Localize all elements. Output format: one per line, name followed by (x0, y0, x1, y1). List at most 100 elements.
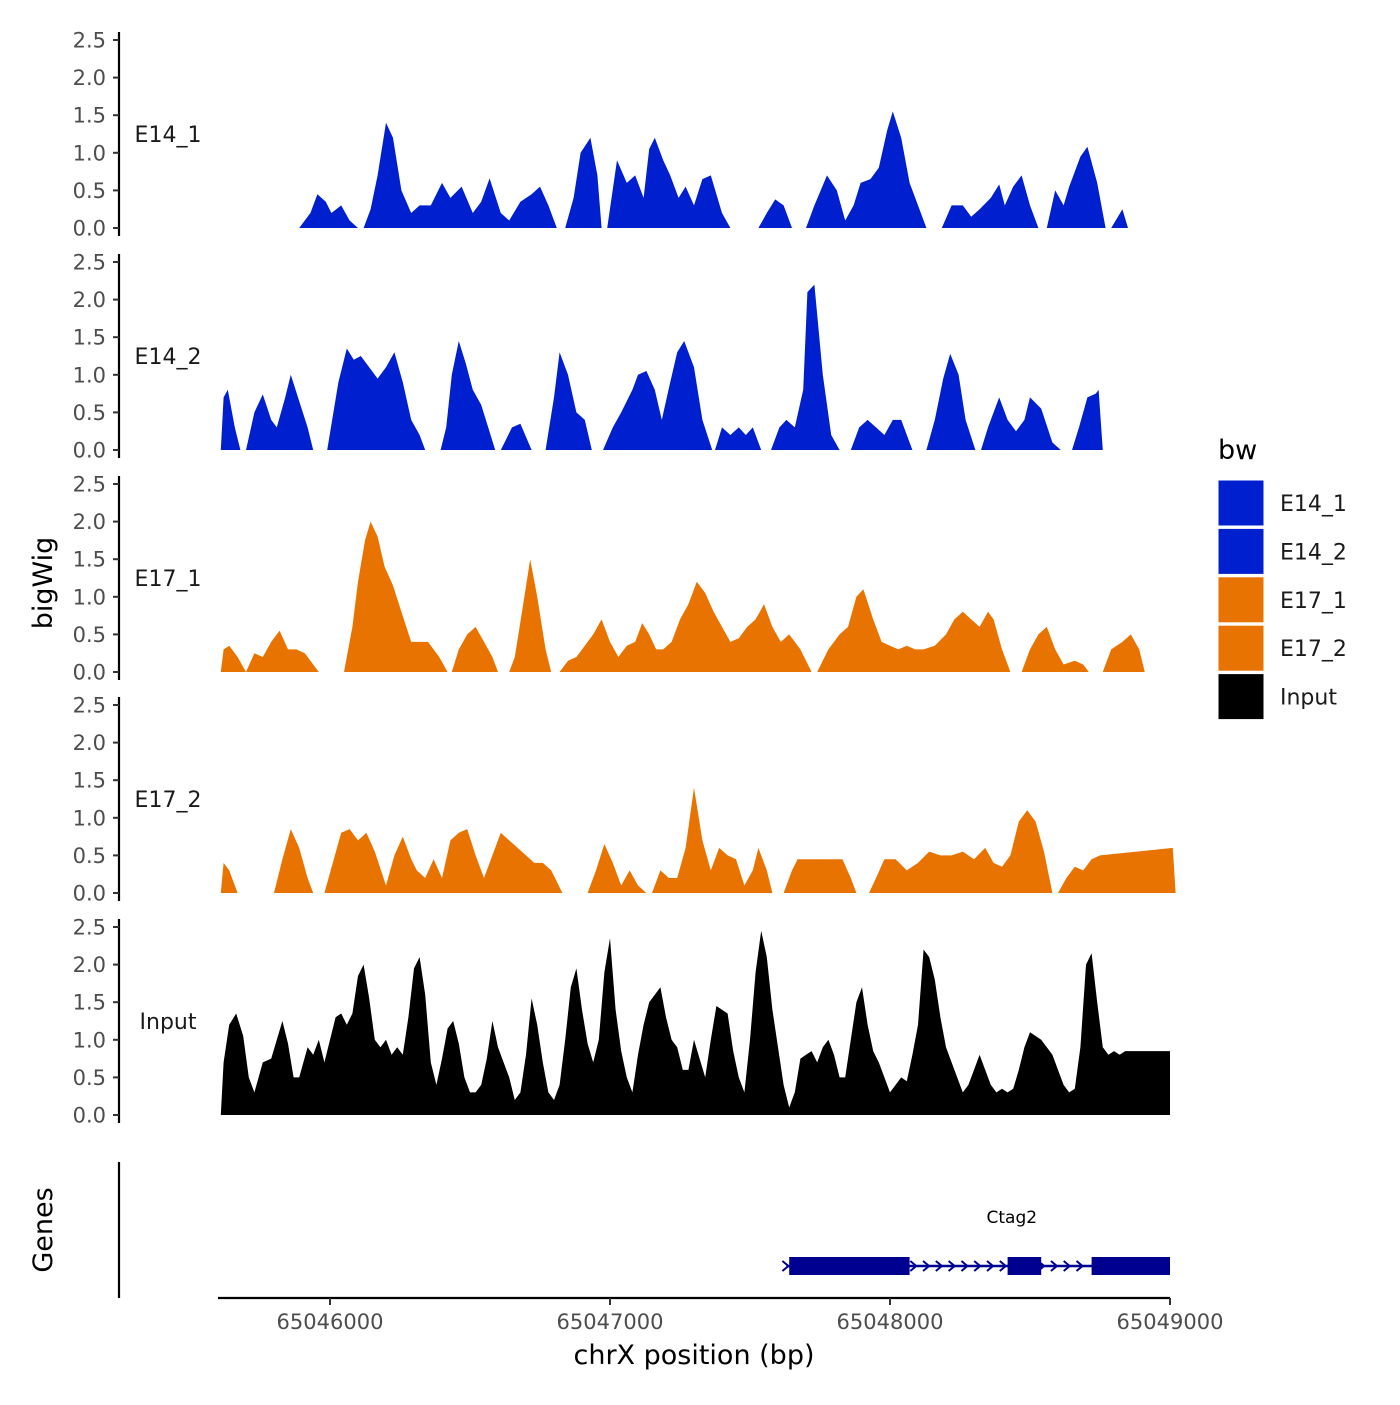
genes-axis-title: Genes (28, 1187, 59, 1272)
strand-arrow-22 (1063, 1260, 1072, 1272)
y-tick-label-input-4: 2.0 (73, 953, 106, 977)
y-tick-label-e14-1-5: 2.5 (73, 29, 106, 53)
strand-arrow-0 (781, 1260, 790, 1272)
y-tick-label-e14-2-4: 2.0 (73, 288, 106, 312)
gene-label: Ctag2 (987, 1208, 1038, 1228)
area-e17-1-0 (220, 645, 246, 672)
y-tick-label-e17-1-2: 1.0 (73, 585, 106, 609)
legend-label-e17-2: E17_2 (1280, 637, 1347, 662)
x-tick-label-1: 65047000 (557, 1310, 664, 1334)
legend-swatch-input (1217, 673, 1265, 721)
y-tick-label-e14-2-1: 0.5 (73, 401, 106, 425)
area-e14-2-7 (715, 427, 762, 450)
area-e14-1-0 (299, 194, 358, 228)
area-e17-2-2 (324, 829, 563, 893)
track-label-e14-2: E14_2 (135, 345, 202, 370)
track-e14-1: 0.0 0.5 1.0 1.5 2.0 2.5 E14_1 (73, 29, 1128, 241)
strand-arrow-15 (973, 1260, 982, 1272)
track-e14-2: 0.0 0.5 1.0 1.5 2.0 2.5 E14_2 (73, 251, 1103, 463)
gene-exon-0 (789, 1257, 910, 1275)
gene-exon-1 (1007, 1257, 1042, 1275)
strand-arrow-10 (909, 1260, 918, 1272)
gene-model (781, 1257, 1170, 1275)
x-tick-label-0: 65046000 (277, 1310, 384, 1334)
area-e14-1-6 (1046, 146, 1128, 228)
strand-arrow-13 (947, 1260, 957, 1272)
area-e14-1-3 (758, 199, 792, 228)
area-e17-1-1 (246, 630, 319, 672)
area-e14-2-1 (246, 374, 314, 450)
area-e14-2-9 (850, 419, 913, 450)
area-e14-2-10 (926, 353, 976, 450)
y-tick-label-input-0: 0.0 (73, 1104, 106, 1128)
y-tick-label-e17-1-3: 1.5 (73, 548, 106, 572)
y-tick-label-e17-2-5: 2.5 (73, 694, 106, 718)
strand-arrow-16 (986, 1260, 995, 1272)
area-e17-1-2 (344, 521, 448, 672)
strand-arrow-23 (1075, 1260, 1085, 1272)
area-input-0 (220, 930, 1171, 1115)
gene-track: Genes Ctag2 (28, 1162, 1170, 1298)
y-tick-label-input-1: 0.5 (73, 1066, 106, 1090)
area-e17-1-4 (509, 559, 552, 672)
y-axis-title: bigWig (28, 537, 59, 630)
y-tick-label-e14-2-3: 1.5 (73, 326, 106, 350)
y-tick-label-e14-1-2: 1.0 (73, 141, 106, 165)
area-e14-2-6 (603, 341, 713, 450)
area-e14-2-0 (220, 389, 241, 450)
y-tick-label-e17-1-4: 2.0 (73, 510, 106, 534)
area-e14-2-5 (545, 352, 592, 450)
area-e14-2-11 (981, 397, 1061, 450)
x-axis-title: chrX position (bp) (573, 1340, 814, 1371)
area-e17-1-3 (451, 626, 498, 672)
track-e17-1: 0.0 0.5 1.0 1.5 2.0 2.5 E17_1 (73, 473, 1145, 685)
y-tick-label-e14-1-3: 1.5 (73, 104, 106, 128)
y-tick-label-e14-2-0: 0.0 (73, 439, 106, 463)
legend-swatch-e14-2 (1217, 527, 1265, 575)
y-tick-label-e17-1-0: 0.0 (73, 661, 106, 685)
area-e17-2-6 (869, 810, 1053, 893)
area-e17-1-7 (1021, 626, 1089, 672)
legend-swatch-e17-2 (1217, 624, 1265, 672)
legend-label-e17-1: E17_1 (1280, 589, 1347, 614)
area-e14-1-4 (806, 111, 927, 228)
y-tick-label-input-3: 1.5 (73, 991, 106, 1015)
legend-swatch-e17-1 (1217, 576, 1265, 624)
strand-arrow-21 (1050, 1260, 1059, 1272)
gene-exon-2 (1091, 1257, 1170, 1275)
area-e14-2-12 (1072, 389, 1103, 450)
y-tick-label-e14-2-5: 2.5 (73, 251, 106, 275)
track-label-input: Input (140, 1010, 197, 1035)
y-tick-label-e17-1-5: 2.5 (73, 473, 106, 497)
y-tick-label-e14-2-2: 1.0 (73, 363, 106, 387)
strand-arrow-12 (935, 1260, 944, 1272)
y-tick-label-e17-2-1: 0.5 (73, 844, 106, 868)
y-tick-label-e17-2-2: 1.0 (73, 806, 106, 830)
y-tick-label-input-5: 2.5 (73, 916, 106, 940)
y-tick-label-e14-1-4: 2.0 (73, 66, 106, 90)
track-label-e17-2: E17_2 (135, 788, 202, 813)
track-label-e14-1: E14_1 (135, 123, 202, 148)
x-tick-label-3: 65049000 (1117, 1310, 1224, 1334)
y-tick-label-e17-2-4: 2.0 (73, 731, 106, 755)
area-e14-1-2 (565, 137, 731, 228)
area-e17-2-7 (1058, 847, 1176, 893)
area-e17-1-8 (1102, 634, 1145, 672)
legend-swatch-e14-1 (1217, 479, 1265, 527)
y-tick-label-e17-2-3: 1.5 (73, 769, 106, 793)
area-e14-2-4 (500, 423, 532, 450)
area-e17-1-6 (817, 589, 1011, 672)
area-e14-2-3 (440, 341, 496, 450)
area-e14-2-8 (771, 284, 840, 450)
track-input: 0.0 0.5 1.0 1.5 2.0 2.5 Input (73, 916, 1171, 1128)
x-tick-label-2: 65048000 (837, 1310, 944, 1334)
area-e17-2-4 (652, 787, 773, 893)
y-tick-label-e14-1-1: 0.5 (73, 179, 106, 203)
legend-title: bw (1218, 435, 1257, 466)
strand-arrow-17 (999, 1260, 1008, 1272)
area-e17-2-0 (220, 862, 238, 893)
x-axis: 65046000 65047000 65048000 65049000 (218, 1296, 1224, 1334)
area-e17-2-5 (783, 859, 857, 893)
